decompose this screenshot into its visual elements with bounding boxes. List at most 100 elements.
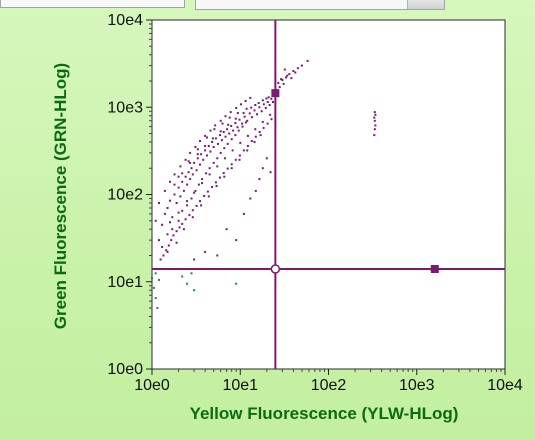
data-point	[181, 172, 184, 175]
y-tick-label: 10e4	[107, 12, 143, 29]
data-point	[254, 189, 257, 192]
data-point	[227, 123, 230, 126]
data-point	[154, 297, 157, 300]
dropdown-arrow-button[interactable]	[407, 0, 444, 9]
data-point	[262, 126, 265, 129]
data-point	[278, 86, 281, 89]
data-point	[256, 113, 258, 116]
data-point	[166, 233, 169, 236]
data-point	[194, 189, 197, 192]
top-dropdown[interactable]	[195, 0, 445, 10]
data-point	[179, 165, 182, 168]
data-point	[234, 122, 237, 124]
data-point	[261, 120, 264, 123]
plot-area[interactable]	[151, 19, 506, 370]
data-point	[251, 116, 253, 119]
data-point	[195, 204, 198, 207]
data-point	[306, 59, 309, 62]
data-point	[246, 145, 249, 147]
data-point	[223, 157, 226, 160]
data-point	[187, 171, 190, 174]
data-point	[221, 122, 224, 125]
data-point	[242, 212, 245, 215]
data-point	[270, 97, 273, 100]
data-point	[262, 103, 265, 106]
data-point	[211, 186, 214, 188]
data-point	[204, 250, 207, 253]
data-point	[206, 190, 209, 193]
data-point	[193, 258, 196, 261]
quadrant-gate[interactable]	[152, 20, 505, 369]
data-point	[208, 167, 211, 170]
gate-center-handle[interactable]	[270, 264, 281, 274]
gate-handle[interactable]	[271, 89, 280, 98]
data-point	[209, 150, 212, 153]
data-point	[285, 76, 287, 79]
data-point	[230, 125, 233, 127]
data-point	[182, 189, 185, 192]
data-point	[230, 167, 233, 170]
data-point	[267, 96, 270, 99]
top-text-field[interactable]	[0, 0, 185, 8]
data-point	[189, 151, 192, 154]
data-point	[172, 234, 175, 237]
data-point	[235, 107, 238, 109]
data-point	[212, 146, 215, 148]
data-point	[248, 112, 251, 115]
data-point	[238, 118, 241, 121]
data-point	[154, 219, 157, 222]
data-point	[235, 282, 238, 285]
data-point	[196, 148, 199, 151]
data-point	[166, 250, 169, 253]
data-point	[264, 107, 267, 109]
data-point	[208, 173, 211, 176]
data-point	[154, 272, 157, 275]
data-point	[374, 124, 377, 127]
data-point	[206, 154, 208, 157]
data-point	[241, 122, 244, 125]
gate-handle[interactable]	[430, 265, 439, 274]
data-point	[191, 216, 194, 219]
data-point	[261, 99, 264, 102]
data-point	[179, 195, 182, 198]
data-point	[186, 183, 189, 186]
data-point	[219, 130, 222, 133]
data-point	[242, 112, 245, 114]
data-point	[246, 149, 249, 152]
data-point	[173, 193, 176, 196]
data-point	[203, 195, 206, 197]
data-point	[219, 176, 221, 179]
data-point	[373, 134, 376, 137]
data-point	[253, 109, 256, 112]
data-point	[373, 111, 376, 114]
data-point	[373, 116, 376, 119]
data-point	[152, 286, 155, 289]
data-point	[156, 307, 159, 309]
data-point	[214, 137, 217, 140]
data-point	[254, 104, 257, 106]
data-point	[189, 178, 192, 181]
data-point	[254, 135, 257, 138]
data-point	[226, 167, 229, 170]
data-point	[240, 103, 242, 106]
y-tick-label: 10e3	[107, 99, 143, 116]
data-points-group	[151, 59, 377, 309]
data-point	[202, 158, 205, 161]
data-point	[219, 151, 222, 154]
data-point	[186, 200, 189, 203]
data-point	[189, 161, 192, 164]
data-point	[290, 77, 293, 80]
data-point	[269, 113, 272, 116]
data-point	[238, 158, 241, 161]
data-point	[225, 228, 228, 231]
data-point	[191, 173, 194, 176]
x-tick-label: 10e4	[487, 377, 523, 394]
data-point	[213, 128, 216, 131]
data-point	[206, 136, 208, 139]
data-point	[173, 173, 176, 176]
data-point	[196, 157, 199, 160]
data-point	[261, 167, 264, 170]
data-point	[190, 197, 193, 200]
y-axis-title: Green Fluorescence (GRN-HLog)	[51, 63, 70, 329]
